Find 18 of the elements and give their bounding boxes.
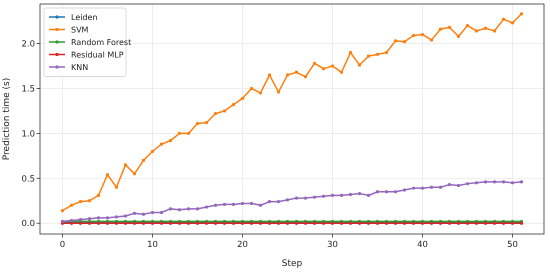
legend-label: Residual MLP	[71, 50, 124, 60]
y-axis-title: Prediction time (s)	[2, 78, 12, 160]
y-tick-label: 0.0	[21, 219, 35, 230]
y-tick-label: 2.0	[21, 40, 35, 50]
x-tick-label: 0	[60, 240, 66, 250]
y-tick-label: 0.5	[21, 174, 35, 184]
legend-label: SVM	[71, 26, 89, 34]
x-tick-label: 10	[147, 240, 158, 250]
x-tick-label: 30	[327, 240, 338, 250]
x-tick-label: 50	[507, 240, 518, 250]
y-tick-label: 1.0	[21, 129, 35, 140]
y-tick-label: 1.5	[21, 84, 35, 94]
x-tick-label: 20	[237, 240, 248, 250]
x-tick-label: 40	[417, 240, 428, 250]
x-axis-title: Step	[282, 259, 303, 269]
legend-label: Leiden	[71, 13, 98, 22]
legend-label: KNN	[71, 63, 88, 72]
legend-label: Random Forest	[71, 38, 132, 47]
